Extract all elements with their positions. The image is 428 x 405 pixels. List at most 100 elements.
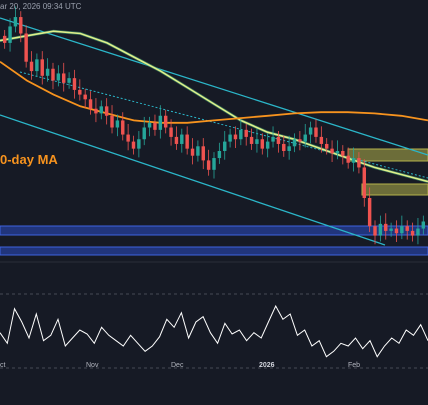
candle-body	[206, 160, 211, 170]
candle	[62, 62, 66, 92]
candle-body	[56, 73, 61, 81]
candle	[147, 116, 152, 137]
candle-body	[260, 139, 265, 149]
candle	[158, 105, 163, 139]
candle	[384, 213, 388, 240]
candle-body	[410, 230, 415, 236]
candle	[394, 220, 399, 242]
candle	[249, 128, 254, 150]
candle	[45, 58, 50, 82]
candle	[228, 128, 232, 148]
candle	[180, 128, 184, 153]
candle	[378, 215, 383, 242]
candle	[201, 138, 205, 170]
candle-body	[405, 226, 409, 231]
candle	[265, 133, 270, 158]
candle	[287, 135, 291, 160]
candle-body	[249, 136, 254, 144]
ma-100-line	[0, 30, 428, 183]
candle-body	[416, 228, 420, 236]
candle	[72, 69, 77, 99]
candle	[367, 187, 372, 233]
candle-body	[287, 146, 291, 151]
candle-body	[19, 17, 23, 34]
candle	[400, 215, 404, 240]
candle	[271, 126, 275, 148]
candle-body	[142, 127, 146, 140]
supply-zone-lower	[361, 183, 428, 196]
candle	[78, 79, 82, 101]
candle	[233, 126, 238, 148]
candle	[121, 112, 125, 141]
candle	[239, 119, 243, 146]
candle	[298, 131, 302, 151]
candle	[410, 222, 415, 242]
x-tick-dec: Dec	[171, 362, 184, 369]
x-tick-nov: Nov	[86, 362, 99, 369]
candle-body	[282, 143, 286, 151]
candle-body	[158, 115, 163, 130]
candle-body	[314, 127, 318, 137]
candle	[421, 215, 426, 235]
candle	[244, 123, 248, 146]
candle	[94, 98, 98, 123]
candle-body	[400, 226, 404, 234]
candle	[131, 135, 136, 155]
ma-layer	[0, 29, 428, 184]
candle-layer	[2, 6, 426, 245]
candle	[335, 140, 340, 160]
candle-body	[373, 226, 377, 236]
candle-body	[389, 228, 393, 231]
candle-body	[212, 158, 216, 170]
candle-body	[378, 223, 383, 236]
candle	[51, 62, 55, 90]
candle	[19, 11, 23, 43]
candle-body	[29, 61, 34, 72]
candle	[260, 133, 265, 155]
candle-body	[62, 73, 66, 83]
candle-body	[276, 136, 281, 144]
candle	[115, 114, 120, 137]
ma-200-line	[0, 60, 428, 124]
candle	[29, 51, 34, 80]
candle-body	[174, 136, 179, 144]
candle-body	[169, 127, 173, 137]
candle-body	[83, 94, 87, 100]
candle-body	[40, 59, 44, 76]
candle	[8, 18, 12, 52]
zones-layer	[0, 148, 428, 256]
x-tick-oct: ct	[0, 362, 6, 369]
channel-lower-line	[0, 114, 386, 246]
candle-body	[298, 139, 302, 142]
candle	[282, 135, 286, 157]
rsi-line	[0, 304, 428, 358]
candle	[35, 53, 39, 77]
candle-body	[362, 167, 366, 198]
candle	[314, 119, 318, 143]
candle-body	[137, 139, 141, 149]
x-tick-2026: 2026	[259, 362, 275, 369]
candle	[126, 123, 130, 151]
demand-zone-upper	[0, 225, 428, 236]
candle	[88, 91, 93, 115]
candle-body	[271, 136, 275, 142]
candle-body	[239, 129, 243, 140]
candle	[110, 105, 114, 134]
candle-body	[115, 120, 120, 128]
candle	[56, 65, 61, 87]
demand-zone-lower	[0, 246, 428, 256]
candle	[357, 152, 361, 174]
candle-body	[99, 106, 104, 114]
candle-body	[292, 139, 297, 147]
candle-body	[190, 148, 195, 156]
candle-body	[223, 141, 227, 151]
candle-body	[303, 134, 307, 142]
candle-body	[351, 158, 356, 163]
candle-body	[35, 59, 39, 72]
candle-body	[94, 108, 98, 114]
candle	[104, 98, 109, 125]
candle-body	[244, 129, 248, 137]
candle-body	[265, 141, 270, 149]
candle-body	[110, 115, 114, 128]
